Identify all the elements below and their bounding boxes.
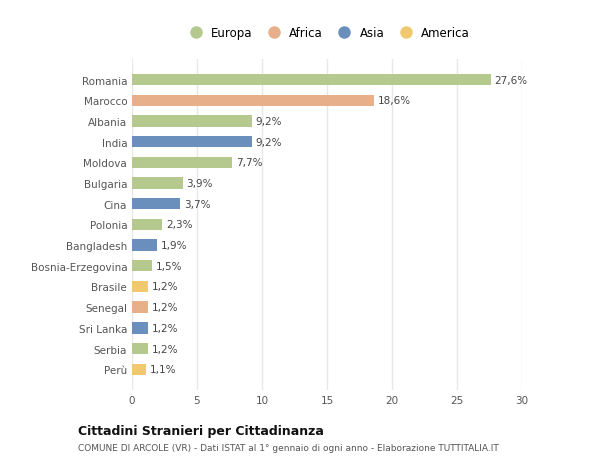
Bar: [132, 261, 151, 272]
Text: 27,6%: 27,6%: [495, 75, 528, 85]
Bar: [132, 240, 157, 251]
Bar: [132, 281, 148, 292]
Text: 1,2%: 1,2%: [151, 302, 178, 313]
Text: COMUNE DI ARCOLE (VR) - Dati ISTAT al 1° gennaio di ogni anno - Elaborazione TUT: COMUNE DI ARCOLE (VR) - Dati ISTAT al 1°…: [78, 443, 499, 452]
Legend: Europa, Africa, Asia, America: Europa, Africa, Asia, America: [179, 22, 475, 45]
Bar: [132, 343, 148, 354]
Bar: [132, 364, 146, 375]
Text: 9,2%: 9,2%: [256, 137, 282, 147]
Text: 7,7%: 7,7%: [236, 158, 263, 168]
Text: 1,1%: 1,1%: [150, 364, 176, 375]
Bar: [132, 302, 148, 313]
Text: 3,7%: 3,7%: [184, 199, 211, 209]
Bar: [132, 137, 251, 148]
Text: 9,2%: 9,2%: [256, 117, 282, 127]
Bar: [132, 157, 232, 168]
Text: 1,9%: 1,9%: [161, 241, 187, 251]
Text: 1,2%: 1,2%: [151, 282, 178, 292]
Bar: [132, 323, 148, 334]
Text: 1,2%: 1,2%: [151, 323, 178, 333]
Bar: [132, 116, 251, 127]
Bar: [132, 178, 182, 189]
Text: 1,2%: 1,2%: [151, 344, 178, 354]
Text: 3,9%: 3,9%: [187, 179, 213, 189]
Text: 18,6%: 18,6%: [378, 96, 411, 106]
Bar: [132, 199, 180, 210]
Text: 1,5%: 1,5%: [155, 261, 182, 271]
Text: 2,3%: 2,3%: [166, 220, 193, 230]
Bar: [132, 95, 374, 106]
Bar: [132, 219, 162, 230]
Bar: [132, 75, 491, 86]
Text: Cittadini Stranieri per Cittadinanza: Cittadini Stranieri per Cittadinanza: [78, 424, 324, 437]
